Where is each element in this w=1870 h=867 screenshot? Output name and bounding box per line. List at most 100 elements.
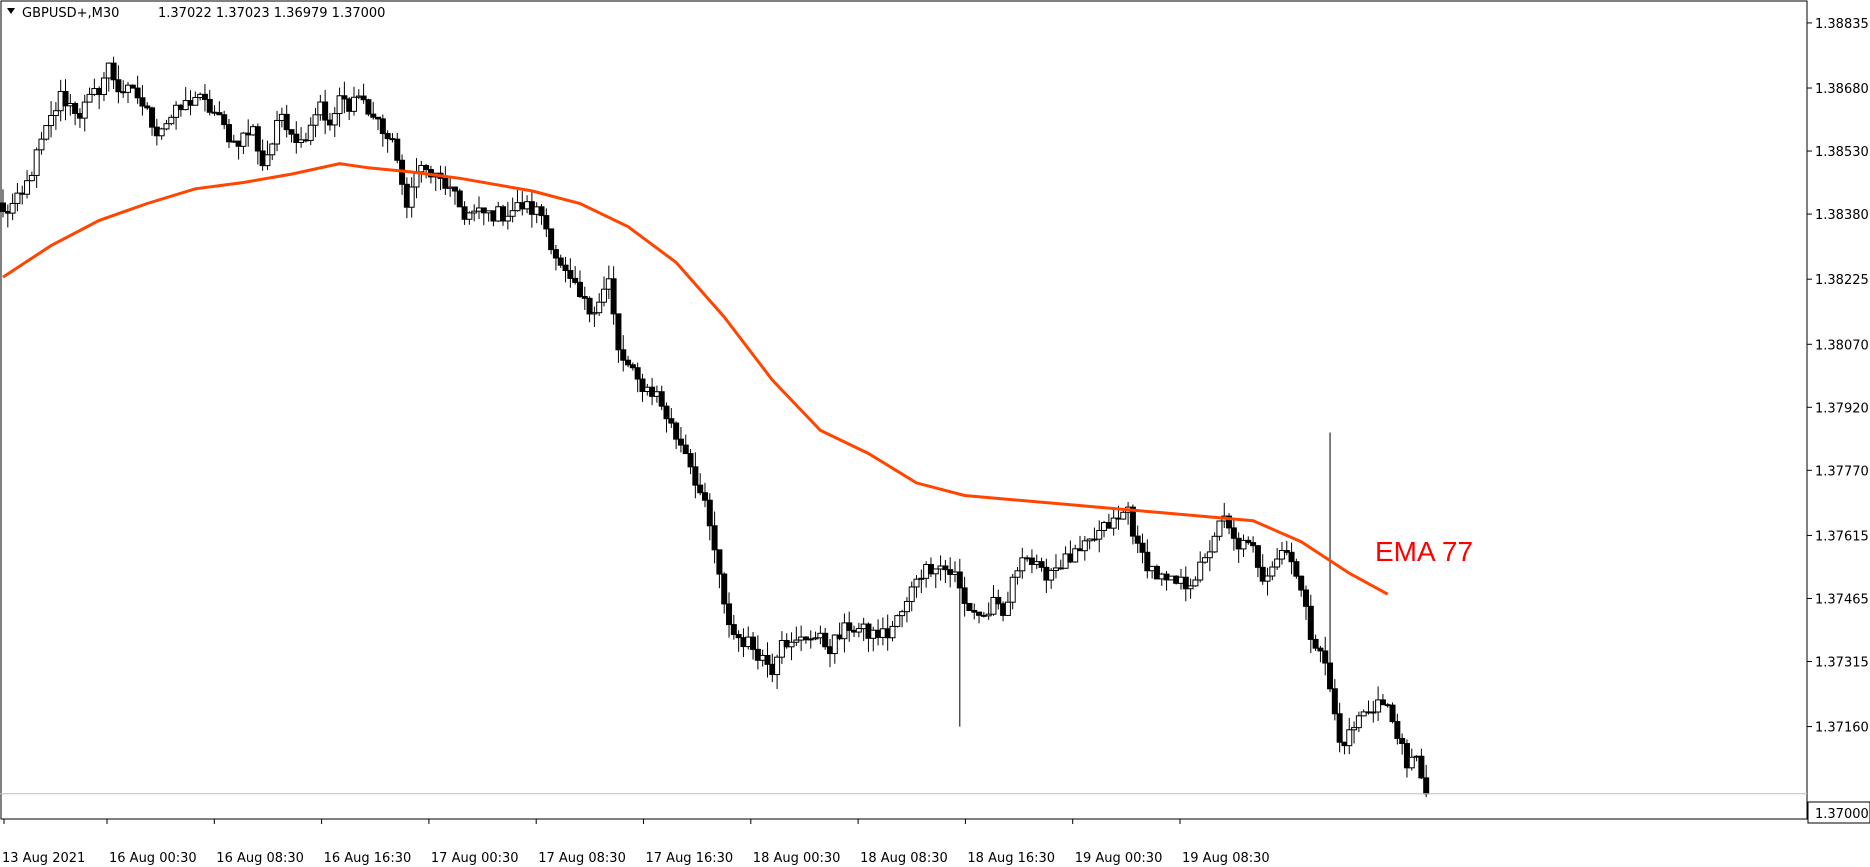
candle-body [365, 99, 372, 115]
candle [913, 575, 920, 598]
candle [1192, 576, 1199, 587]
candle [206, 89, 213, 116]
candle-body [1139, 542, 1146, 553]
collapse-triangle-icon[interactable] [7, 8, 15, 14]
candle-body [144, 105, 151, 109]
candle-body [221, 114, 228, 126]
candle [466, 211, 473, 225]
candle [1120, 510, 1127, 520]
candle-body [639, 378, 646, 392]
candle-body [673, 422, 680, 440]
candle-body [1173, 575, 1180, 584]
candle-body [1408, 756, 1415, 769]
candle-body [254, 126, 261, 152]
candle-body [927, 564, 934, 575]
candle [639, 373, 646, 402]
candle-body [1230, 527, 1237, 539]
x-tick-label: 18 Aug 08:30 [860, 851, 948, 866]
x-tick-label: 16 Aug 00:30 [109, 851, 197, 866]
candle-body [913, 578, 920, 588]
candle-body [605, 278, 612, 290]
candle-body [57, 90, 64, 112]
candle-body [1423, 777, 1430, 795]
candle-body [168, 116, 175, 125]
candle-body [586, 297, 593, 315]
candle [163, 119, 170, 131]
candle-body [879, 628, 886, 638]
candle-body [903, 600, 910, 613]
candle [9, 193, 16, 221]
candle-body [1384, 704, 1391, 707]
candle-body [793, 639, 800, 643]
plot-frame [0, 0, 1808, 820]
candle-body [1149, 565, 1156, 572]
candle-body [682, 444, 689, 455]
y-tick-label: 1.38835 [1815, 17, 1869, 32]
candle-body [817, 632, 824, 639]
candle [1216, 520, 1223, 541]
candle-body [894, 615, 901, 627]
candle-body [774, 656, 781, 676]
candle-body [831, 634, 838, 655]
candle-body [889, 625, 896, 639]
y-axis: 1.38835 1.38680 1.38530 1.38380 1.38225 1.380… [1807, 17, 1869, 736]
candle-body [1168, 575, 1175, 581]
y-tick-label: 1.37615 [1815, 529, 1869, 544]
candle-body [1360, 711, 1367, 717]
candle [855, 622, 862, 638]
candle-body [384, 133, 391, 140]
y-tick-label: 1.37465 [1815, 592, 1869, 607]
candle-body [490, 210, 497, 222]
candle-body [1216, 520, 1223, 537]
candle [1274, 548, 1281, 571]
candle-body [923, 564, 930, 579]
candle [1375, 686, 1382, 722]
candle-body [1250, 542, 1257, 547]
candle [1187, 578, 1194, 599]
candle-body [1091, 538, 1098, 541]
candle-body [235, 140, 242, 147]
candle [1038, 557, 1045, 572]
candle [365, 98, 372, 117]
candle-body [173, 104, 180, 118]
candle [899, 609, 906, 628]
candle-body [1033, 561, 1040, 565]
candle-body [1182, 576, 1189, 590]
candle-body [129, 84, 136, 89]
candle [1355, 711, 1362, 733]
candle-body [331, 113, 338, 126]
candle [274, 110, 281, 152]
candle [572, 266, 579, 285]
candle-body [759, 654, 766, 661]
candle-body [841, 622, 848, 640]
candle [1110, 509, 1117, 536]
candle [81, 94, 88, 132]
candle-body [620, 349, 627, 361]
candle [1245, 536, 1252, 545]
candle-body [1067, 553, 1074, 563]
candle-body [937, 565, 944, 570]
candle [149, 106, 156, 136]
candle-body [33, 149, 40, 176]
candle [1168, 575, 1175, 581]
candle [1322, 636, 1329, 676]
candle-body [1312, 638, 1319, 649]
candle [394, 132, 401, 164]
candle-body [394, 138, 401, 161]
candle-body [942, 565, 949, 571]
candle [625, 355, 632, 368]
candle-body [730, 624, 737, 636]
candle-body [1177, 576, 1184, 584]
candle-body [1057, 567, 1064, 570]
candle [586, 296, 593, 323]
candle [1009, 573, 1016, 610]
candle [658, 385, 665, 411]
candle-body [649, 386, 656, 397]
candle-body [860, 623, 867, 630]
candle [307, 117, 314, 146]
candle-body [245, 132, 252, 136]
candle [1259, 554, 1266, 585]
candle-body [471, 210, 478, 214]
candle-body [947, 569, 954, 575]
